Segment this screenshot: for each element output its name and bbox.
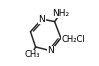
Text: CH₃: CH₃ <box>24 50 40 59</box>
Text: CH₂Cl: CH₂Cl <box>61 35 85 44</box>
Text: N: N <box>47 46 54 55</box>
Text: NH₂: NH₂ <box>52 9 69 18</box>
Text: N: N <box>39 15 45 24</box>
